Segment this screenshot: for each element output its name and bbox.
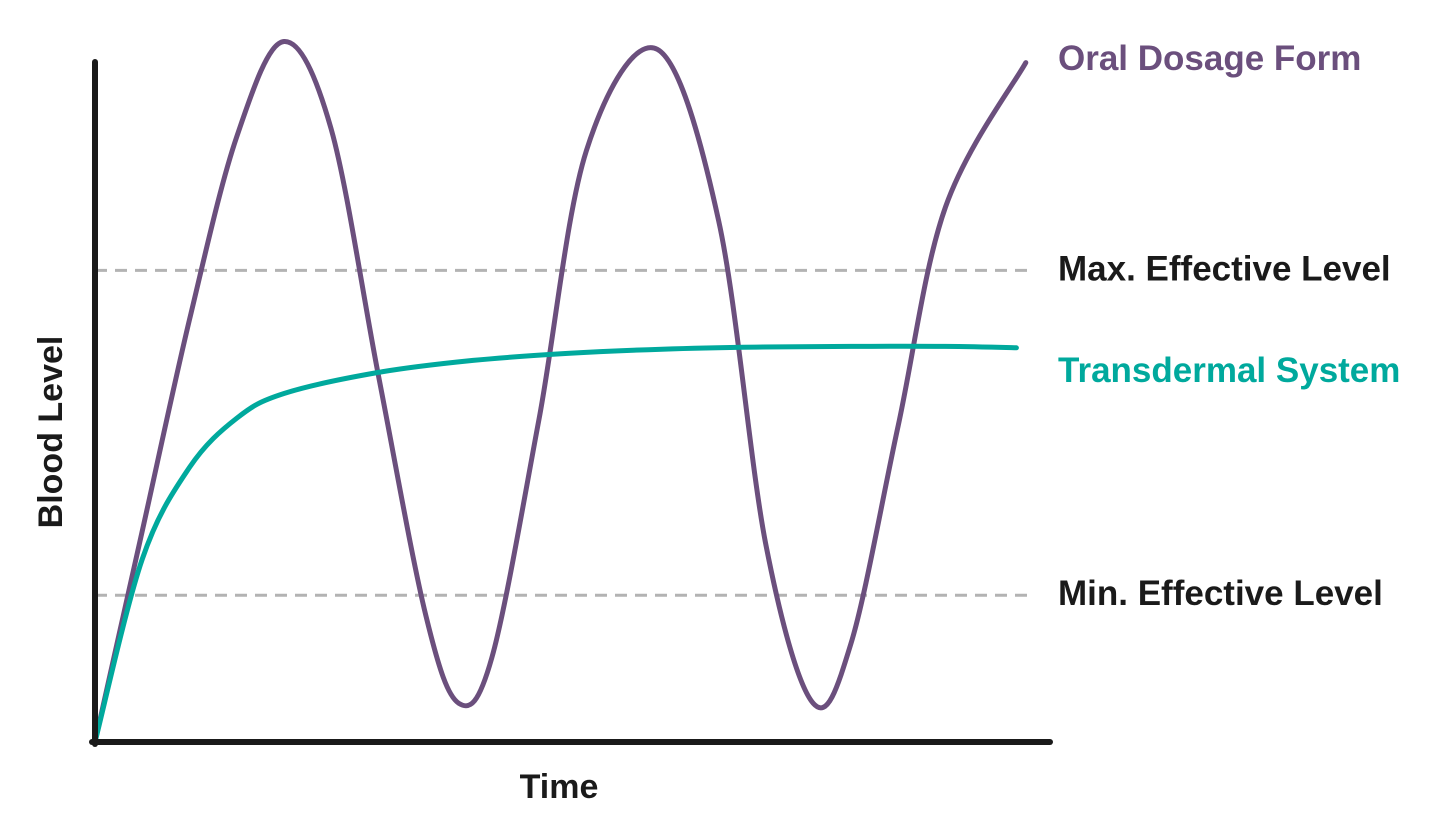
series-label-transdermal-system: Transdermal System [1058, 351, 1400, 390]
series-labels: Oral Dosage Form Transdermal System [1058, 39, 1400, 390]
x-axis-title: Time [520, 768, 599, 806]
series-label-oral-dosage-form: Oral Dosage Form [1058, 39, 1361, 78]
y-axis-title: Blood Level [32, 336, 70, 529]
reference-label-min: Min. Effective Level [1058, 574, 1383, 613]
reference-lines [95, 268, 1030, 597]
reference-label-max: Max. Effective Level [1058, 249, 1391, 288]
series-lines [92, 39, 1029, 745]
series-line-transdermal-system [92, 343, 1019, 745]
series-line-oral-dosage-form [92, 39, 1029, 745]
axes [89, 59, 1053, 747]
labels: Time Blood Level [32, 336, 598, 806]
reference-labels: Max. Effective Level Min. Effective Level [1058, 249, 1391, 613]
